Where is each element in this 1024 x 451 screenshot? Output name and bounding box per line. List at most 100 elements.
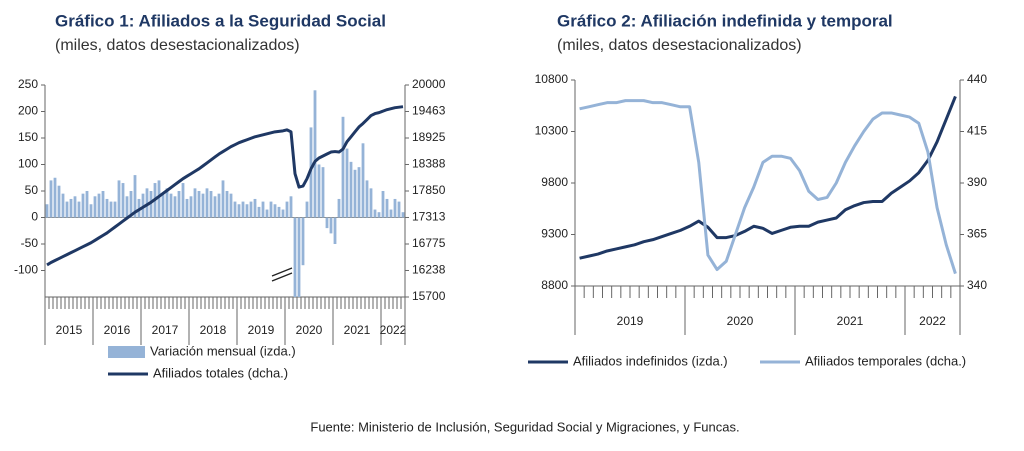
- bar: [241, 201, 245, 218]
- chart-subtitle: (miles, datos desestacionalizados): [55, 37, 300, 54]
- bar: [233, 201, 237, 218]
- year-label: 2020: [296, 323, 323, 337]
- bar: [121, 183, 125, 218]
- y2-tick-label: 440: [967, 72, 987, 86]
- line-series: [579, 99, 957, 275]
- y-tick-label: 0: [31, 210, 38, 224]
- bar: [377, 212, 381, 218]
- bar: [361, 143, 365, 218]
- bar: [197, 191, 201, 218]
- y-tick-label: 10800: [535, 72, 569, 86]
- axis-break: [271, 267, 293, 282]
- y2-tick-label: 17313: [412, 210, 446, 224]
- bar: [49, 180, 53, 218]
- bar: [73, 196, 77, 218]
- bar: [253, 198, 257, 218]
- bar: [149, 191, 153, 218]
- bar: [129, 191, 133, 218]
- y-tick-label: 100: [18, 157, 38, 171]
- bar: [117, 180, 121, 218]
- y-tick-label: 250: [18, 77, 38, 91]
- bar: [317, 164, 321, 218]
- bar: [297, 217, 301, 297]
- bar: [353, 169, 357, 218]
- bar: [45, 204, 49, 218]
- bar: [221, 180, 225, 218]
- bar: [85, 191, 89, 218]
- bar: [161, 193, 165, 218]
- y-tick-label: 150: [18, 130, 38, 144]
- bar: [169, 193, 173, 218]
- y-tick-label: 10300: [535, 124, 569, 138]
- bar: [173, 196, 177, 218]
- bar: [57, 185, 61, 218]
- bar: [273, 204, 277, 218]
- bar: [93, 196, 97, 218]
- source-note: Fuente: Ministerio de Inclusión, Segurid…: [310, 419, 739, 434]
- bar: [269, 201, 273, 218]
- bar: [285, 201, 289, 218]
- bar: [205, 188, 209, 218]
- year-label: 2021: [344, 323, 371, 337]
- y2-tick-label: 340: [967, 278, 987, 292]
- y-tick-label: -50: [21, 236, 39, 250]
- bar: [325, 217, 329, 229]
- bar: [181, 183, 185, 218]
- year-label: 2019: [248, 323, 275, 337]
- bar: [89, 204, 93, 218]
- year-label: 2016: [104, 323, 131, 337]
- line-series: [46, 105, 404, 267]
- y-tick-label: 200: [18, 104, 38, 118]
- bar: [65, 201, 69, 218]
- bar: [225, 191, 229, 218]
- y2-tick-label: 16775: [412, 236, 446, 250]
- bar: [257, 206, 261, 218]
- y2-tick-label: 18925: [412, 130, 446, 144]
- bar: [229, 193, 233, 218]
- bar: [201, 193, 205, 218]
- legend-label: Afiliados temporales (dcha.): [805, 353, 966, 368]
- bar: [313, 90, 317, 218]
- bar: [189, 196, 193, 218]
- bar: [109, 201, 113, 218]
- year-label: 2018: [200, 323, 227, 337]
- chart-title: Gráfico 1: Afiliados a la Seguridad Soci…: [55, 11, 386, 30]
- bar: [185, 198, 189, 218]
- y2-tick-label: 18388: [412, 157, 446, 171]
- year-label: 2017: [152, 323, 179, 337]
- bar: [249, 201, 253, 218]
- bar: [401, 212, 405, 218]
- bar: [385, 198, 389, 218]
- bar: [329, 217, 333, 234]
- bar: [237, 204, 241, 218]
- y-tick-label: -100: [14, 263, 38, 277]
- bar: [357, 167, 361, 218]
- year-label: 2020: [727, 314, 754, 328]
- bar: [337, 198, 341, 218]
- bar: [77, 201, 81, 218]
- bar: [125, 196, 129, 218]
- y-tick-label: 9300: [541, 227, 568, 241]
- bar: [393, 198, 397, 218]
- y-tick-label: 8800: [541, 278, 568, 292]
- bar: [261, 201, 265, 218]
- bar: [193, 188, 197, 218]
- bar: [113, 201, 117, 218]
- y2-tick-label: 365: [967, 227, 987, 241]
- y2-tick-label: 17850: [412, 183, 446, 197]
- bar: [157, 180, 161, 218]
- bar: [301, 217, 305, 266]
- legend-label: Afiliados totales (dcha.): [153, 365, 288, 380]
- y2-tick-label: 390: [967, 175, 987, 189]
- bar: [345, 148, 349, 218]
- bar: [321, 167, 325, 218]
- bar: [381, 191, 385, 218]
- bar: [349, 161, 353, 218]
- bar: [333, 217, 337, 244]
- bar: [209, 191, 213, 218]
- bar: [305, 201, 309, 218]
- bar: [265, 209, 269, 218]
- bar: [245, 204, 249, 218]
- year-label: 2022: [919, 314, 946, 328]
